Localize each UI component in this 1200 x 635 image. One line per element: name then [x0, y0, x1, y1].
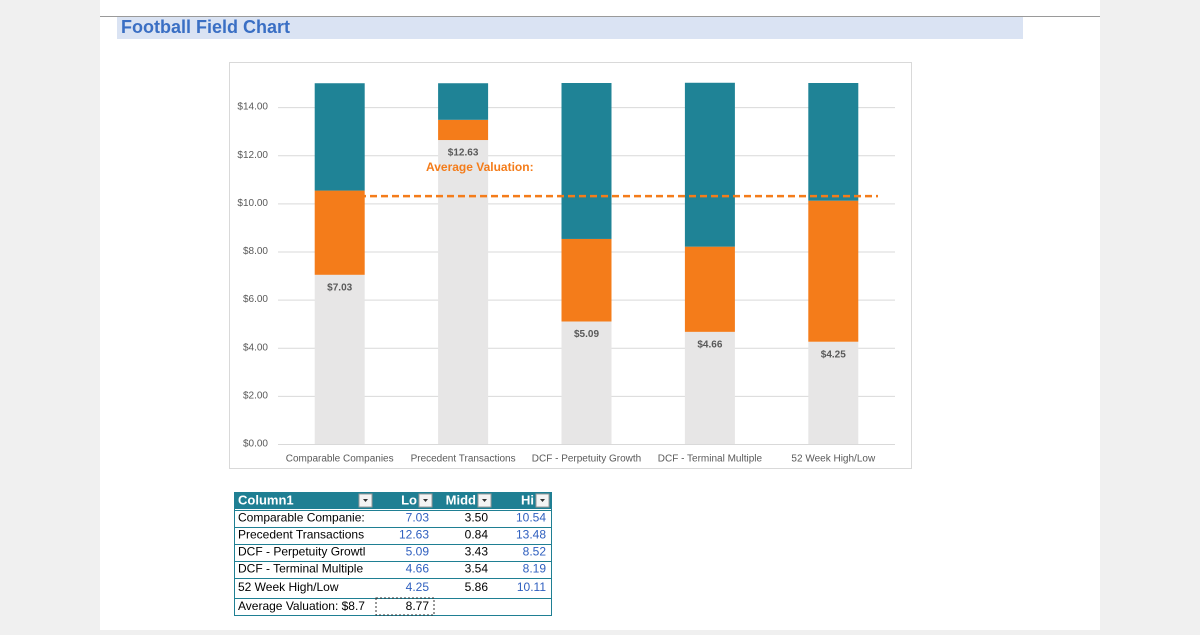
y-tick-label: $14.00: [237, 102, 268, 113]
bar-segment: [561, 238, 612, 322]
filter-arrow: [363, 499, 368, 502]
title-band: [117, 17, 1023, 39]
table-cell: 8.52: [523, 545, 547, 559]
bar-segment: [561, 321, 612, 444]
table-cell: Comparable Companie:: [238, 511, 365, 525]
bar-segment: [314, 274, 365, 444]
filter-arrow: [423, 499, 428, 502]
table-cell: 8.77: [406, 599, 430, 613]
table-cell: 4.66: [406, 562, 430, 576]
table-cell: 10.11: [517, 580, 546, 594]
sheet-title: Football Field Chart: [121, 17, 290, 37]
data-label: $4.25: [821, 349, 846, 360]
data-label: $4.66: [697, 339, 722, 350]
bar-segment: [808, 200, 859, 342]
x-tick-label: Comparable Companies: [286, 454, 394, 465]
data-label: $7.03: [327, 282, 352, 293]
table-cell: 12.63: [399, 528, 429, 542]
active-cell: [375, 597, 435, 616]
bar-segment: [684, 331, 735, 444]
table-cell: 3.54: [465, 562, 489, 576]
table-cell: 3.43: [465, 545, 489, 559]
table-cell: DCF - Perpetuity Growtl: [238, 545, 365, 559]
table-cell: Average Valuation: $8.7: [238, 599, 365, 613]
bar-segment: [684, 82, 735, 247]
table-header: Hi: [521, 492, 534, 507]
table-header-bg: [234, 492, 552, 509]
table-cell: 13.48: [516, 528, 546, 542]
x-tick-label: DCF - Terminal Multiple: [658, 454, 763, 465]
bar-segment: [314, 190, 365, 275]
annotation: Average Valuation:: [426, 160, 534, 174]
table-cell: Precedent Transactions: [238, 528, 364, 542]
y-tick-label: $4.00: [243, 342, 268, 353]
x-tick-label: 52 Week High/Low: [791, 454, 876, 465]
bar-segment: [808, 83, 859, 201]
y-tick-label: $12.00: [237, 150, 268, 161]
bar-segment: [808, 341, 859, 444]
bar-segment: [438, 140, 489, 444]
table-cell: 3.50: [465, 511, 489, 525]
table-cell: 5.86: [465, 580, 489, 594]
table-cell: 4.25: [406, 580, 430, 594]
y-tick-label: $8.00: [243, 246, 268, 257]
table-header: Midd: [446, 492, 476, 507]
bar-segment: [438, 83, 489, 120]
bar-segment: [561, 83, 612, 239]
filter-arrow: [482, 499, 487, 502]
table-header: Column1: [238, 492, 294, 507]
table-cell: 0.84: [465, 528, 489, 542]
bar-segment: [684, 246, 735, 332]
y-tick-label: $0.00: [243, 439, 268, 450]
x-tick-label: Precedent Transactions: [411, 454, 516, 465]
x-tick-label: DCF - Perpetuity Growth: [532, 454, 641, 465]
data-label: $5.09: [574, 329, 599, 340]
bar-segment: [438, 119, 489, 141]
table-cell: 52 Week High/Low: [238, 580, 339, 594]
table-cell: 8.19: [523, 562, 547, 576]
table-cell: 5.09: [406, 545, 430, 559]
filter-arrow: [540, 499, 545, 502]
y-tick-label: $6.00: [243, 294, 268, 305]
bar-segment: [314, 83, 365, 191]
y-tick-label: $2.00: [243, 391, 268, 402]
table-cell: 10.54: [516, 511, 546, 525]
table-cell: 7.03: [406, 511, 430, 525]
data-label: $12.63: [448, 148, 479, 159]
y-tick-label: $10.00: [237, 198, 268, 209]
table-cell: DCF - Terminal Multiple: [238, 562, 363, 576]
table-header: Lo: [401, 492, 417, 507]
